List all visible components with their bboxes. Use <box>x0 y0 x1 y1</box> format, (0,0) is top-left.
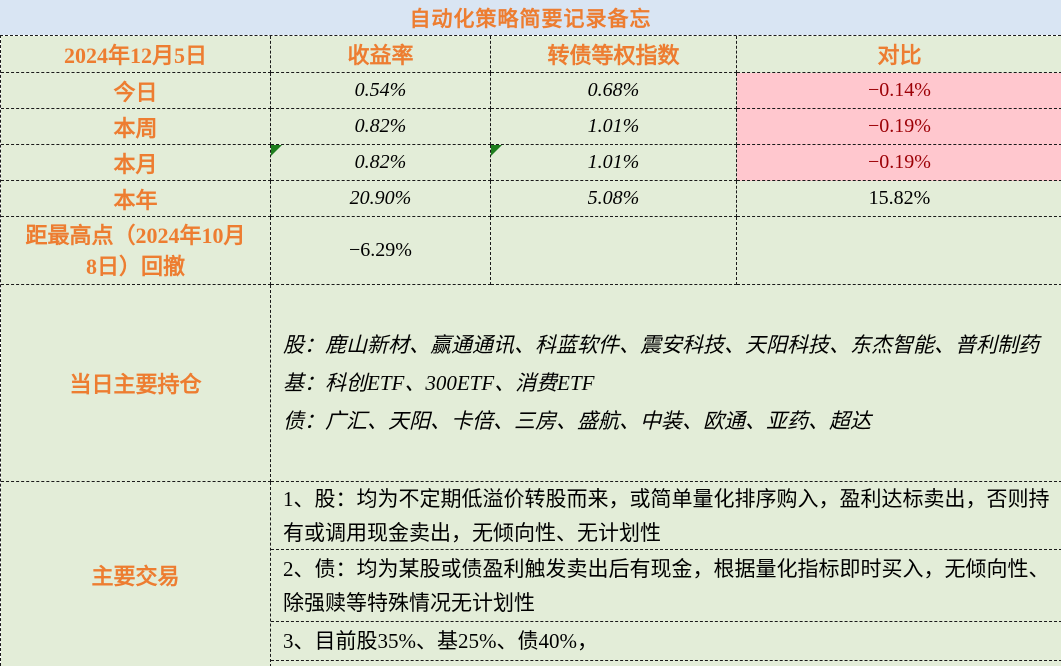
row-label-week-text: 本周 <box>113 115 158 141</box>
column-header-index[interactable]: 转债等权指数 <box>491 36 737 73</box>
date-header-label: 2024年12月5日 <box>63 43 207 68</box>
holdings-label-cell[interactable]: 当日主要持仓 <box>1 285 271 482</box>
week-index-value: 1.01% <box>587 115 640 137</box>
trade-item-3-text: 3、目前股35%、基25%、债40%， <box>283 629 598 653</box>
error-flag-icon <box>491 145 502 156</box>
today-index-value: 0.68% <box>587 79 640 101</box>
year-diff-cell[interactable]: 15.82% <box>737 181 1061 217</box>
year-yield-value: 20.90% <box>349 187 412 209</box>
month-diff-cell[interactable]: −0.19% <box>737 145 1061 181</box>
trades-label-text: 主要交易 <box>91 563 180 589</box>
holdings-bonds-line: 债：广汇、天阳、卡倍、三房、盛航、中装、欧通、亚药、超达 <box>283 409 871 433</box>
sheet-title: 自动化策略简要记录备忘 <box>409 6 652 31</box>
column-header-yield[interactable]: 收益率 <box>271 36 491 73</box>
week-yield-value: 0.82% <box>354 115 407 137</box>
today-yield-value: 0.54% <box>354 79 407 101</box>
trade-item-3-cell[interactable]: 3、目前股35%、基25%、债40%， <box>271 622 1061 661</box>
month-yield-cell[interactable]: 0.82% <box>271 145 491 181</box>
error-flag-icon <box>271 145 282 156</box>
year-yield-cell[interactable]: 20.90% <box>271 181 491 217</box>
row-label-week[interactable]: 本周 <box>1 109 271 145</box>
today-diff-cell[interactable]: −0.14% <box>737 73 1061 109</box>
row-label-month[interactable]: 本月 <box>1 145 271 181</box>
week-index-cell[interactable]: 1.01% <box>491 109 737 145</box>
month-diff-value: −0.19% <box>868 151 931 173</box>
year-index-cell[interactable]: 5.08% <box>491 181 737 217</box>
year-diff-value: 15.82% <box>868 187 931 209</box>
week-yield-cell[interactable]: 0.82% <box>271 109 491 145</box>
holdings-stocks-line: 股：鹿山新材、赢通通讯、科蓝软件、震安科技、天阳科技、东杰智能、普利制药 <box>283 333 1039 357</box>
row-label-drawdown-text: 距最高点（2024年10月8日）回撤 <box>25 222 246 279</box>
row-label-today[interactable]: 今日 <box>1 73 271 109</box>
trades-label-cell[interactable]: 主要交易 <box>1 482 271 666</box>
trade-item-1-text: 1、股：均为不定期低溢价转股而来，或简单量化排序购入，盈利达标卖出，否则持有或调… <box>283 486 1050 545</box>
row-label-year[interactable]: 本年 <box>1 181 271 217</box>
month-yield-value: 0.82% <box>354 151 407 173</box>
week-diff-cell[interactable]: −0.19% <box>737 109 1061 145</box>
today-diff-value: −0.14% <box>868 79 931 101</box>
partial-bottom-cell[interactable] <box>271 661 1061 666</box>
drawdown-diff-cell[interactable] <box>737 217 1061 285</box>
week-diff-value: −0.19% <box>868 115 931 137</box>
drawdown-index-cell[interactable] <box>491 217 737 285</box>
memo-table: 2024年12月5日 收益率 转债等权指数 对比 今日 0.54% 0.68% … <box>0 35 1061 666</box>
today-index-cell[interactable]: 0.68% <box>491 73 737 109</box>
trade-item-2-text: 2、债：均为某股或债盈利触发卖出后有现金，根据量化指标即时买入，无倾向性、除强赎… <box>283 556 1050 615</box>
drawdown-yield-value: −6.29% <box>349 239 412 261</box>
trade-item-1-cell[interactable]: 1、股：均为不定期低溢价转股而来，或简单量化排序购入，盈利达标卖出，否则持有或调… <box>271 482 1061 550</box>
date-header-cell[interactable]: 2024年12月5日 <box>1 36 271 73</box>
column-header-index-label: 转债等权指数 <box>547 43 680 68</box>
row-label-today-text: 今日 <box>113 79 158 105</box>
holdings-content-cell[interactable]: 股：鹿山新材、赢通通讯、科蓝软件、震安科技、天阳科技、东杰智能、普利制药 基：科… <box>271 285 1061 482</box>
row-label-year-text: 本年 <box>113 187 158 213</box>
column-header-diff[interactable]: 对比 <box>737 36 1061 73</box>
year-index-value: 5.08% <box>587 187 640 209</box>
holdings-label-text: 当日主要持仓 <box>69 372 202 397</box>
column-header-diff-label: 对比 <box>877 43 922 68</box>
title-bar: 自动化策略简要记录备忘 <box>0 0 1061 35</box>
trade-item-2-cell[interactable]: 2、债：均为某股或债盈利触发卖出后有现金，根据量化指标即时买入，无倾向性、除强赎… <box>271 550 1061 622</box>
row-label-month-text: 本月 <box>113 151 158 177</box>
month-index-value: 1.01% <box>587 151 640 173</box>
holdings-funds-line: 基：科创ETF、300ETF、消费ETF <box>283 371 595 395</box>
row-label-drawdown[interactable]: 距最高点（2024年10月8日）回撤 <box>1 217 271 285</box>
column-header-yield-label: 收益率 <box>347 43 414 68</box>
drawdown-yield-cell[interactable]: −6.29% <box>271 217 491 285</box>
today-yield-cell[interactable]: 0.54% <box>271 73 491 109</box>
month-index-cell[interactable]: 1.01% <box>491 145 737 181</box>
